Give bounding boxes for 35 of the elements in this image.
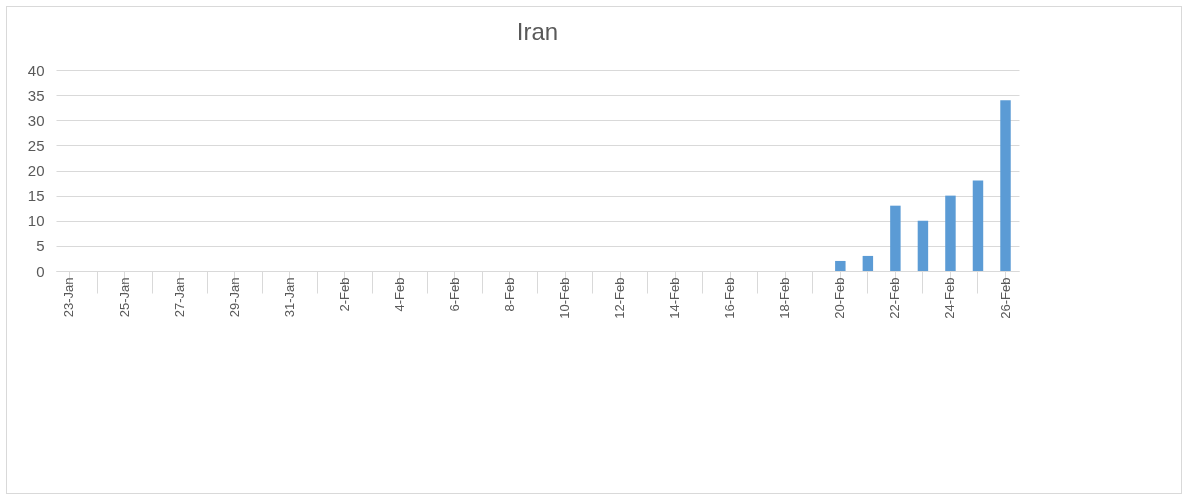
y-tick-label: 15 bbox=[27, 187, 45, 205]
x-tick-label: 27-Jan bbox=[171, 277, 187, 318]
y-tick-label: 30 bbox=[27, 111, 45, 129]
x-tick-label: 10-Feb bbox=[557, 277, 573, 319]
x-tick-label: 31-Jan bbox=[281, 277, 297, 318]
x-tick-label: 24-Feb bbox=[942, 277, 958, 319]
y-tick-label: 5 bbox=[36, 237, 45, 255]
x-tick-label: 23-Jan bbox=[61, 277, 77, 318]
y-tick-label: 20 bbox=[27, 162, 45, 179]
bar bbox=[945, 195, 956, 271]
x-tick-label: 18-Feb bbox=[777, 277, 793, 319]
chart-title: Iran bbox=[516, 18, 559, 45]
y-tick-label: 10 bbox=[27, 212, 45, 230]
y-tick-label: 35 bbox=[27, 86, 45, 104]
bar bbox=[917, 220, 929, 271]
bar bbox=[862, 255, 874, 271]
x-tick-label: 4-Feb bbox=[391, 277, 407, 312]
x-tick-label: 8-Feb bbox=[501, 277, 517, 312]
x-tick-label: 22-Feb bbox=[887, 277, 903, 319]
bar bbox=[972, 180, 984, 271]
bar bbox=[890, 205, 901, 271]
y-tick-label: 40 bbox=[27, 61, 45, 79]
x-tick-label: 2-Feb bbox=[336, 277, 352, 312]
x-tick-label: 12-Feb bbox=[612, 277, 628, 319]
y-tick-label: 0 bbox=[36, 262, 45, 280]
x-tick-label: 20-Feb bbox=[832, 277, 848, 319]
x-tick-label: 14-Feb bbox=[667, 277, 683, 319]
y-tick-label: 25 bbox=[27, 136, 45, 154]
x-tick-label: 6-Feb bbox=[446, 277, 462, 312]
x-tick-label: 16-Feb bbox=[722, 277, 738, 319]
bar bbox=[835, 260, 846, 271]
x-tick-label: 26-Feb bbox=[997, 277, 1013, 319]
bar bbox=[1000, 100, 1011, 271]
x-tick-label: 29-Jan bbox=[226, 277, 242, 318]
x-tick-label: 25-Jan bbox=[116, 277, 132, 318]
